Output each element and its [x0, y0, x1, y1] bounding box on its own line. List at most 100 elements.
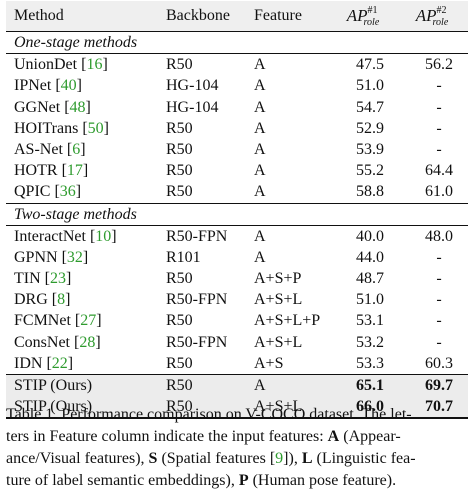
- citation-link[interactable]: 22: [51, 354, 68, 372]
- citation-link[interactable]: 50: [87, 119, 104, 137]
- method-name: GPNN: [14, 248, 58, 266]
- citation-link[interactable]: 40: [60, 77, 77, 95]
- backbone-cell: R50: [166, 354, 193, 372]
- caption-bold-s: S: [148, 450, 158, 467]
- citation-link[interactable]: 16: [86, 56, 103, 74]
- caption-citation[interactable]: 9: [275, 450, 284, 467]
- ours-row: STIP (Ours) R50 A 65.1 69.7: [6, 375, 468, 397]
- method-cell: GGNet [48]: [14, 98, 91, 116]
- feature-cell: A+S+L: [254, 291, 303, 309]
- feature-cell: A: [254, 377, 266, 394]
- table-body: One-stage methods UnionDet [16] R50 A 47.5 56…: [6, 31, 468, 419]
- method-name: HOTR: [14, 162, 58, 180]
- ap-role-2-cell: -: [436, 270, 442, 288]
- table-row: InteractNet [10] R50-FPN A 40.0 48.0: [6, 226, 468, 247]
- table-row: DRG [8] R50-FPN A+S+L 51.0 -: [6, 289, 468, 310]
- backbone-cell: R50: [166, 398, 193, 416]
- feature-cell: A+S+L: [254, 398, 303, 416]
- section-rule: [6, 53, 468, 55]
- method-cell: UnionDet [16]: [14, 56, 108, 74]
- ap-role-1-cell: 51.0: [356, 291, 384, 309]
- table-row: QPIC [36] R50 A 58.8 61.0: [6, 181, 468, 202]
- feature-cell: A: [254, 119, 266, 137]
- method-name: FCMNet: [14, 312, 71, 330]
- caption-text: (Human pose feature).: [248, 472, 397, 489]
- caption-text: ]),: [283, 450, 302, 467]
- citation-link[interactable]: 48: [69, 98, 86, 116]
- method-cell: DRG [8]: [14, 291, 71, 309]
- table-row: FCMNet [27] R50 A+S+L+P 53.1 -: [6, 310, 468, 331]
- ap-role-2-cell: 69.7: [425, 377, 453, 394]
- ap-role-2-cell: 61.0: [425, 183, 453, 201]
- ap-role-2-cell: 48.0: [425, 227, 453, 245]
- method-cell: HOITrans [50]: [14, 119, 109, 137]
- ap-role-2-cell: -: [436, 77, 442, 95]
- ap-role-1-cell: 58.8: [356, 183, 384, 201]
- citation-link[interactable]: 36: [59, 183, 76, 201]
- ap-role-1-cell: 55.2: [356, 162, 384, 180]
- caption-line-4: ture of label semantic embeddings), P (H…: [6, 470, 474, 492]
- citation-link[interactable]: 6: [72, 140, 81, 158]
- caption-text: (Appear-: [339, 428, 401, 445]
- caption-bold-p: P: [238, 472, 249, 489]
- ap-role-2-cell: -: [436, 333, 442, 351]
- citation-link[interactable]: 23: [49, 270, 66, 288]
- backbone-cell: R50-FPN: [166, 291, 228, 309]
- feature-cell: A: [254, 98, 266, 116]
- method-name: QPIC: [14, 183, 51, 201]
- table-row: GGNet [48] HG-104 A 54.7 -: [6, 97, 468, 118]
- ap2-sup: #2: [436, 5, 447, 16]
- table-row: TIN [23] R50 A+S+P 48.7 -: [6, 268, 468, 289]
- backbone-cell: R50-FPN: [166, 227, 228, 245]
- header-method: Method: [14, 7, 64, 24]
- method-cell: HOTR [17]: [14, 162, 89, 180]
- table-row: GPNN [32] R101 A 44.0 -: [6, 247, 468, 268]
- backbone-cell: R50-FPN: [166, 333, 228, 351]
- ap2-main: AP: [415, 6, 437, 25]
- method-cell: IPNet [40]: [14, 77, 82, 95]
- backbone-cell: R50: [166, 119, 193, 137]
- ap-role-1-cell: 51.0: [356, 77, 384, 95]
- citation-link[interactable]: 27: [80, 312, 97, 330]
- method-name: IPNet: [14, 77, 52, 95]
- citation-link[interactable]: 10: [95, 227, 112, 245]
- ap-role-2-cell: 60.3: [425, 354, 453, 372]
- method-cell: GPNN [32]: [14, 248, 89, 266]
- feature-cell: A+S: [254, 354, 284, 372]
- section-title: Two-stage methods: [14, 205, 137, 223]
- method-name: UnionDet: [14, 56, 78, 74]
- ap-role-1-cell: 54.7: [356, 98, 384, 116]
- backbone-cell: R50: [166, 162, 193, 180]
- backbone-cell: R50: [166, 183, 193, 201]
- method-name: GGNet: [14, 98, 61, 116]
- header-feature: Feature: [254, 7, 302, 24]
- method-cell: QPIC [36]: [14, 183, 82, 201]
- table-row: ConsNet [28] R50-FPN A+S+L 53.2 -: [6, 332, 468, 353]
- feature-cell: A: [254, 183, 266, 201]
- citation-link[interactable]: 17: [66, 162, 83, 180]
- citation-link[interactable]: 32: [66, 248, 83, 266]
- feature-cell: A: [254, 140, 266, 158]
- section-title-row: Two-stage methods: [6, 204, 468, 225]
- section-title: One-stage methods: [14, 34, 138, 51]
- method-name: STIP (Ours): [14, 398, 93, 416]
- ap-role-2-cell: -: [436, 312, 442, 330]
- caption-text: ture of label semantic embeddings),: [6, 472, 239, 489]
- section-end-rule: [6, 202, 468, 204]
- ap-role-1-cell: 52.9: [356, 119, 384, 137]
- caption-line-3: ance/Visual features), S (Spatial featur…: [6, 448, 474, 470]
- caption-text: (Spatial features [: [157, 450, 276, 467]
- table-row: HOITrans [50] R50 A 52.9 -: [6, 118, 468, 139]
- citation-link[interactable]: 8: [57, 291, 66, 309]
- caption-line-1: Table 1. Performance comparison on V-COC…: [6, 406, 412, 423]
- ap-role-2-cell: -: [436, 291, 442, 309]
- ap-role-2-cell: 56.2: [425, 56, 453, 74]
- ap-role-2-cell: -: [436, 140, 442, 158]
- method-name: ConsNet: [14, 333, 70, 351]
- feature-cell: A+S+L+P: [254, 312, 321, 330]
- citation-link[interactable]: 28: [79, 333, 96, 351]
- feature-cell: A: [254, 56, 266, 74]
- method-name: IDN: [14, 354, 43, 372]
- ap1-sup: #1: [367, 5, 378, 16]
- table-header-row: Method Backbone Feature AP#1role AP#2rol…: [6, 1, 468, 31]
